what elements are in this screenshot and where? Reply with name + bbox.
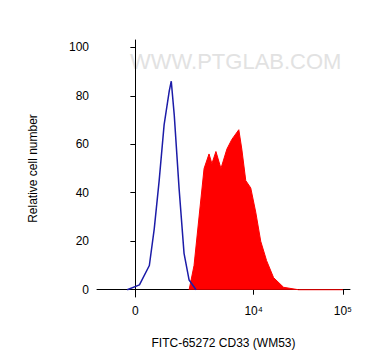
svg-text:10⁴: 10⁴ xyxy=(244,304,263,318)
svg-text:20: 20 xyxy=(76,234,90,248)
svg-text:10⁵: 10⁵ xyxy=(334,304,352,318)
svg-text:0: 0 xyxy=(82,283,89,297)
svg-text:40: 40 xyxy=(76,186,90,200)
svg-text:Relative cell number: Relative cell number xyxy=(26,114,40,223)
svg-text:80: 80 xyxy=(76,89,90,103)
svg-text:60: 60 xyxy=(76,137,90,151)
svg-text:FITC-65272 CD33 (WM53): FITC-65272 CD33 (WM53) xyxy=(151,336,295,350)
svg-text:WWW.PTGLAB.COM: WWW.PTGLAB.COM xyxy=(130,49,341,74)
svg-text:0: 0 xyxy=(132,304,139,318)
svg-text:100: 100 xyxy=(69,40,89,54)
